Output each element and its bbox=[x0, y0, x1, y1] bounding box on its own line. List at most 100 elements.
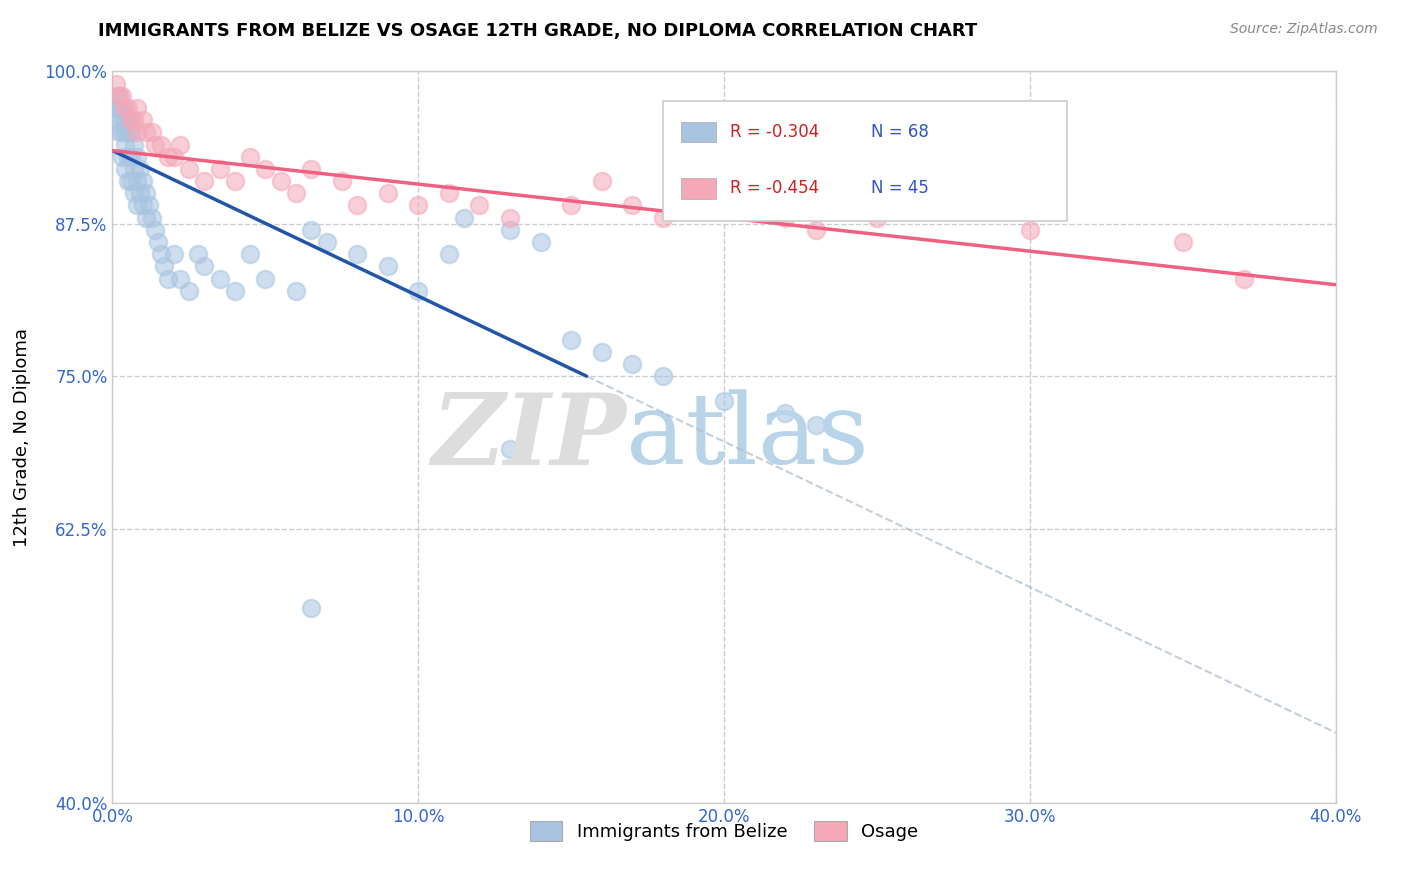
Text: N = 68: N = 68 bbox=[870, 123, 929, 141]
Point bbox=[114, 161, 136, 176]
Point bbox=[122, 161, 145, 176]
Point bbox=[866, 211, 889, 225]
Point bbox=[330, 174, 353, 188]
Point bbox=[315, 235, 337, 249]
FancyBboxPatch shape bbox=[682, 178, 716, 199]
Point bbox=[1171, 235, 1194, 249]
Point bbox=[150, 137, 173, 152]
Point bbox=[114, 137, 136, 152]
Point bbox=[591, 344, 613, 359]
Point bbox=[437, 247, 460, 261]
Point bbox=[224, 284, 246, 298]
Point bbox=[744, 198, 766, 212]
Point bbox=[346, 247, 368, 261]
Point bbox=[499, 442, 522, 457]
Point bbox=[193, 260, 215, 274]
Point bbox=[239, 247, 262, 261]
Point bbox=[377, 186, 399, 201]
Point bbox=[107, 88, 129, 103]
Point bbox=[125, 150, 148, 164]
Point bbox=[652, 211, 675, 225]
Point bbox=[254, 271, 277, 285]
Point bbox=[114, 125, 136, 139]
Point bbox=[125, 198, 148, 212]
Point bbox=[499, 223, 522, 237]
Point bbox=[120, 150, 142, 164]
Point bbox=[122, 113, 145, 128]
Point bbox=[120, 125, 142, 139]
Text: Source: ZipAtlas.com: Source: ZipAtlas.com bbox=[1230, 22, 1378, 37]
Point bbox=[468, 198, 491, 212]
Point bbox=[107, 125, 129, 139]
Point bbox=[804, 417, 827, 432]
Point bbox=[299, 223, 322, 237]
Point bbox=[453, 211, 475, 225]
Point bbox=[132, 113, 155, 128]
Point bbox=[169, 137, 191, 152]
Point bbox=[1018, 223, 1040, 237]
Point bbox=[135, 125, 157, 139]
Point bbox=[117, 174, 139, 188]
Point bbox=[299, 161, 322, 176]
Point bbox=[111, 150, 134, 164]
Point bbox=[117, 101, 139, 115]
Point bbox=[621, 357, 644, 371]
Point bbox=[135, 186, 157, 201]
FancyBboxPatch shape bbox=[682, 122, 716, 143]
Legend: Immigrants from Belize, Osage: Immigrants from Belize, Osage bbox=[523, 814, 925, 848]
Point bbox=[122, 186, 145, 201]
Point bbox=[177, 161, 200, 176]
Point bbox=[111, 88, 134, 103]
Point bbox=[114, 101, 136, 115]
Point bbox=[117, 113, 139, 128]
Point bbox=[163, 247, 186, 261]
Point bbox=[117, 125, 139, 139]
Point bbox=[132, 198, 155, 212]
Point bbox=[299, 600, 322, 615]
Text: IMMIGRANTS FROM BELIZE VS OSAGE 12TH GRADE, NO DIPLOMA CORRELATION CHART: IMMIGRANTS FROM BELIZE VS OSAGE 12TH GRA… bbox=[98, 22, 977, 40]
Point bbox=[187, 247, 209, 261]
Point bbox=[141, 125, 163, 139]
Point bbox=[591, 174, 613, 188]
Point bbox=[377, 260, 399, 274]
Point bbox=[804, 223, 827, 237]
Point bbox=[138, 198, 160, 212]
Point bbox=[125, 101, 148, 115]
Point bbox=[104, 101, 127, 115]
Point bbox=[135, 211, 157, 225]
Point bbox=[254, 161, 277, 176]
Point bbox=[117, 150, 139, 164]
Point bbox=[499, 211, 522, 225]
Point bbox=[111, 101, 134, 115]
Point bbox=[208, 161, 231, 176]
Point bbox=[560, 198, 582, 212]
Y-axis label: 12th Grade, No Diploma: 12th Grade, No Diploma bbox=[13, 327, 31, 547]
Point bbox=[530, 235, 553, 249]
Point bbox=[114, 113, 136, 128]
Point bbox=[120, 113, 142, 128]
Text: R = -0.454: R = -0.454 bbox=[730, 179, 820, 197]
Text: R = -0.304: R = -0.304 bbox=[730, 123, 820, 141]
Text: ZIP: ZIP bbox=[432, 389, 626, 485]
Text: N = 45: N = 45 bbox=[870, 179, 929, 197]
Point bbox=[107, 88, 129, 103]
Point bbox=[224, 174, 246, 188]
Point bbox=[270, 174, 292, 188]
Point bbox=[125, 125, 148, 139]
Point bbox=[150, 247, 173, 261]
Point bbox=[129, 186, 152, 201]
Point bbox=[111, 125, 134, 139]
Point bbox=[143, 137, 166, 152]
Point bbox=[560, 333, 582, 347]
Point bbox=[104, 77, 127, 91]
Point bbox=[193, 174, 215, 188]
Point bbox=[775, 211, 797, 225]
Point bbox=[125, 174, 148, 188]
Point bbox=[169, 271, 191, 285]
Point bbox=[104, 113, 127, 128]
Point bbox=[775, 406, 797, 420]
Point bbox=[156, 271, 179, 285]
Point bbox=[713, 393, 735, 408]
Point bbox=[122, 137, 145, 152]
Point bbox=[621, 198, 644, 212]
